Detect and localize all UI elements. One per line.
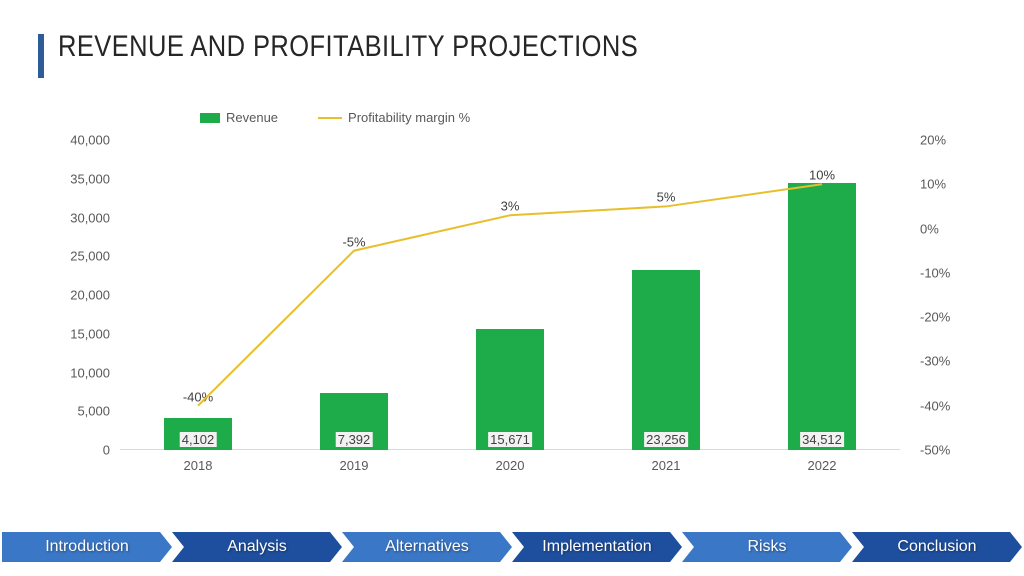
y-right-tick: 20% xyxy=(920,133,960,148)
x-axis-category: 2019 xyxy=(340,458,369,473)
y-left-tick: 40,000 xyxy=(60,133,110,148)
y-right-tick: -10% xyxy=(920,265,960,280)
y-right-tick: -30% xyxy=(920,354,960,369)
nav-item-introduction[interactable]: Introduction xyxy=(2,532,172,562)
legend-margin-label: Profitability margin % xyxy=(348,110,470,125)
legend-revenue-label: Revenue xyxy=(226,110,278,125)
y-left-tick: 35,000 xyxy=(60,171,110,186)
nav-item-label: Conclusion xyxy=(897,538,976,556)
legend-margin-swatch xyxy=(318,117,342,119)
y-right-tick: -20% xyxy=(920,310,960,325)
y-right-tick: -50% xyxy=(920,443,960,458)
nav-item-implementation[interactable]: Implementation xyxy=(512,532,682,562)
page-title: REVENUE AND PROFITABILITY PROJECTIONS xyxy=(58,30,638,64)
nav-item-label: Risks xyxy=(747,538,786,556)
plot-area: 4,102-40%7,392-5%15,6713%23,2565%34,5121… xyxy=(120,140,900,450)
legend-margin: Profitability margin % xyxy=(318,110,470,125)
y-left-tick: 5,000 xyxy=(60,404,110,419)
y-right-tick: 0% xyxy=(920,221,960,236)
nav-item-alternatives[interactable]: Alternatives xyxy=(342,532,512,562)
y-left-tick: 10,000 xyxy=(60,365,110,380)
y-left-tick: 0 xyxy=(60,443,110,458)
x-axis-category: 2021 xyxy=(652,458,681,473)
y-left-tick: 30,000 xyxy=(60,210,110,225)
y-left-tick: 15,000 xyxy=(60,326,110,341)
slide: REVENUE AND PROFITABILITY PROJECTIONS Re… xyxy=(0,0,1024,576)
nav-item-label: Introduction xyxy=(45,538,129,556)
y-right-tick: 10% xyxy=(920,177,960,192)
nav-item-label: Analysis xyxy=(227,538,287,556)
nav-item-label: Alternatives xyxy=(385,538,469,556)
chart-legend: Revenue Profitability margin % xyxy=(200,110,470,125)
nav-item-conclusion[interactable]: Conclusion xyxy=(852,532,1022,562)
y-left-tick: 25,000 xyxy=(60,249,110,264)
x-axis-category: 2020 xyxy=(496,458,525,473)
x-axis-category: 2018 xyxy=(184,458,213,473)
chart: Revenue Profitability margin % 0 5,000 10,… xyxy=(60,110,960,490)
y-left-tick: 20,000 xyxy=(60,288,110,303)
y-right-tick: -40% xyxy=(920,398,960,413)
nav-item-analysis[interactable]: Analysis xyxy=(172,532,342,562)
title-accent-bar xyxy=(38,34,44,78)
nav-item-label: Implementation xyxy=(542,538,651,556)
legend-revenue-swatch xyxy=(200,113,220,123)
profitability-line xyxy=(120,140,900,450)
nav-chevrons: Introduction Analysis Alternatives Implemen… xyxy=(2,532,1022,562)
nav-item-risks[interactable]: Risks xyxy=(682,532,852,562)
legend-revenue: Revenue xyxy=(200,110,278,125)
x-axis-category: 2022 xyxy=(808,458,837,473)
